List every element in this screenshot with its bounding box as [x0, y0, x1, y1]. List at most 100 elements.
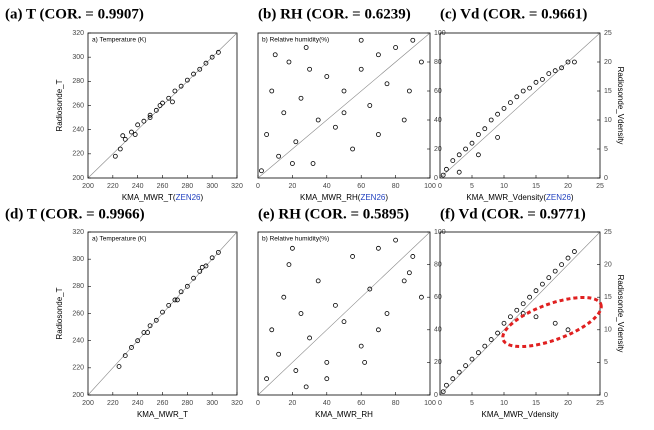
- point: [178, 289, 184, 295]
- x-tick-label: 60: [357, 183, 365, 190]
- y-tick-label: 40: [434, 327, 442, 334]
- point: [341, 88, 347, 94]
- point: [501, 106, 507, 111]
- point: [406, 270, 412, 276]
- point: [495, 111, 501, 117]
- point: [315, 117, 321, 123]
- point: [375, 52, 381, 58]
- point: [482, 126, 488, 132]
- panel-annotation: b) Relative humidity(%): [262, 37, 329, 44]
- y-tick-label: 0: [434, 392, 438, 399]
- point: [350, 146, 356, 152]
- x-axis-label-part: KMA_MWR_Vdensity: [482, 410, 559, 419]
- x-tick-label: 60: [357, 400, 365, 407]
- point: [358, 66, 364, 72]
- point: [129, 345, 134, 350]
- point: [410, 254, 416, 259]
- x-tick-label: 200: [82, 183, 94, 190]
- x-axis-label-part: KMA_MWR_RH(: [300, 193, 361, 202]
- x-axis-label: KMA_MWR_Vdensity(ZEN26): [466, 193, 573, 202]
- point: [527, 294, 532, 300]
- point: [122, 353, 128, 359]
- plot-frame: [257, 231, 431, 396]
- point: [450, 376, 456, 382]
- point: [197, 66, 203, 72]
- point: [303, 384, 309, 390]
- point: [514, 307, 520, 313]
- y-tick-label: 5: [604, 146, 608, 153]
- y-tick-label: 60: [434, 294, 442, 301]
- point: [272, 52, 278, 58]
- x-tick-label: 300: [206, 183, 218, 190]
- y-axis-label: Radiosonde_T: [55, 79, 64, 131]
- point: [191, 71, 196, 77]
- point: [170, 99, 175, 105]
- point: [572, 249, 577, 254]
- x-tick-label: 280: [181, 400, 193, 407]
- y-tick-label: 20: [604, 261, 612, 268]
- point: [546, 71, 552, 76]
- x-tick-label: 25: [596, 183, 604, 190]
- point: [298, 311, 304, 316]
- panel-title: (e) RH (COR. = 0.5895): [258, 206, 409, 222]
- point: [122, 136, 128, 142]
- identity-line: [439, 231, 601, 396]
- point: [450, 158, 456, 164]
- point: [293, 368, 299, 373]
- point: [559, 65, 564, 71]
- point: [384, 311, 390, 316]
- y-tick-label: 25: [604, 229, 612, 236]
- x-tick-label: 320: [231, 183, 243, 190]
- x-tick-label: 5: [470, 400, 474, 407]
- point: [401, 117, 407, 123]
- point: [520, 88, 526, 94]
- point: [135, 122, 141, 128]
- point: [147, 115, 153, 120]
- point: [269, 88, 275, 94]
- point: [166, 95, 172, 101]
- x-tick-label: 40: [323, 400, 331, 407]
- point: [463, 363, 469, 369]
- x-tick-label: 20: [564, 183, 572, 190]
- panel-annotation: b) Relative humidity(%): [262, 236, 329, 243]
- x-tick-label: 0: [256, 400, 260, 407]
- x-tick-label: 280: [181, 183, 193, 190]
- x-axis-label: KMA_MWR_RH(ZEN26): [300, 193, 388, 202]
- point: [527, 85, 532, 91]
- x-axis-label-part: ): [571, 193, 574, 202]
- y-tick-label: 300: [72, 256, 84, 263]
- point: [324, 359, 330, 365]
- point: [358, 343, 364, 349]
- point: [215, 49, 221, 55]
- x-tick-label: 15: [532, 183, 540, 190]
- point: [160, 100, 165, 106]
- point: [184, 77, 190, 83]
- x-tick-label: 0: [438, 400, 442, 407]
- x-tick-label: 20: [289, 400, 297, 407]
- point: [406, 88, 412, 94]
- point: [145, 330, 151, 335]
- point: [418, 294, 424, 300]
- point: [540, 281, 545, 287]
- point: [358, 37, 364, 43]
- x-tick-label: 80: [392, 400, 400, 407]
- point: [332, 124, 338, 130]
- point: [116, 364, 122, 369]
- x-tick-label: 300: [206, 400, 218, 407]
- point: [362, 359, 368, 365]
- y-tick-label: 5: [604, 359, 608, 366]
- point: [572, 59, 577, 65]
- point: [565, 59, 571, 65]
- point: [501, 320, 507, 326]
- y-tick-label: 0: [604, 175, 608, 182]
- x-axis-label-part: ZEN26: [546, 193, 571, 202]
- x-tick-label: 220: [107, 183, 119, 190]
- y-tick-label: 80: [434, 59, 442, 66]
- point: [456, 169, 462, 175]
- point: [293, 139, 299, 145]
- x-axis-label-part: KMA_MWR_T: [137, 410, 188, 419]
- point: [401, 278, 407, 284]
- point: [332, 302, 338, 308]
- point: [289, 161, 295, 166]
- x-tick-label: 260: [157, 183, 169, 190]
